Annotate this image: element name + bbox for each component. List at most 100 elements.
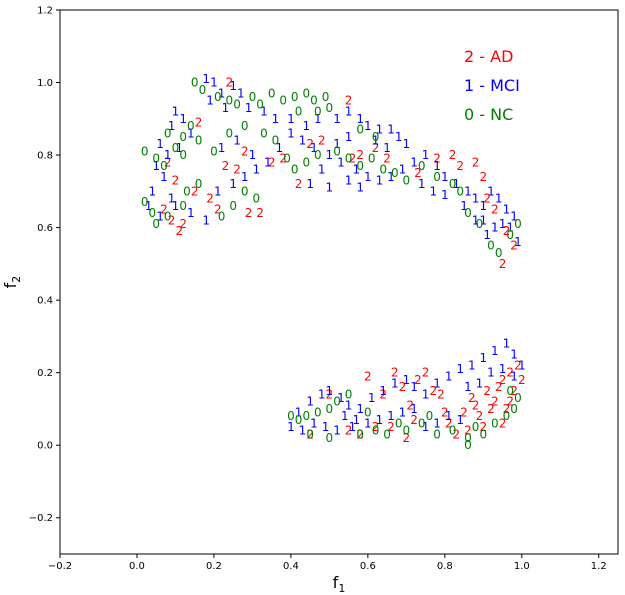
data-point-0: 0 (464, 431, 472, 445)
data-point-2: 2 (445, 416, 453, 430)
data-point-0: 0 (295, 105, 303, 119)
data-point-2: 2 (491, 202, 499, 216)
data-point-0: 0 (503, 409, 511, 423)
x-tick-label: 0.4 (283, 561, 299, 572)
data-point-0: 0 (179, 148, 187, 162)
data-point-2: 2 (191, 184, 199, 198)
data-point-0: 0 (514, 217, 522, 231)
x-tick-label: 0.6 (360, 561, 376, 572)
data-point-2: 2 (268, 155, 276, 169)
data-point-1: 1 (422, 148, 430, 162)
data-point-0: 0 (495, 246, 503, 260)
data-point-0: 0 (199, 83, 207, 97)
data-point-0: 0 (291, 90, 299, 104)
data-point-0: 0 (172, 141, 180, 155)
data-point-2: 2 (256, 206, 264, 220)
data-point-1: 1 (260, 105, 268, 119)
data-point-1: 1 (453, 177, 461, 191)
y-tick-label: 0.2 (37, 368, 53, 379)
plot-frame (59, 9, 619, 555)
data-point-1: 1 (410, 155, 418, 169)
data-point-0: 0 (433, 427, 441, 441)
data-point-0: 0 (403, 173, 411, 187)
data-point-1: 1 (403, 137, 411, 151)
data-point-2: 2 (464, 424, 472, 438)
data-point-0: 0 (183, 184, 191, 198)
data-point-1: 1 (172, 105, 180, 119)
data-point-1: 1 (352, 163, 360, 177)
data-point-1: 1 (149, 184, 157, 198)
data-point-2: 2 (479, 420, 487, 434)
data-point-1: 1 (310, 141, 318, 155)
data-point-2: 2 (226, 76, 234, 90)
data-point-1: 1 (352, 413, 360, 427)
data-point-2: 2 (433, 152, 441, 166)
y-tick-label: 0.6 (37, 223, 53, 234)
data-point-0: 0 (506, 228, 514, 242)
data-point-0: 0 (302, 86, 310, 100)
data-point-1: 1 (387, 409, 395, 423)
data-point-1: 1 (349, 420, 357, 434)
data-point-0: 0 (345, 152, 353, 166)
data-point-0: 0 (418, 159, 426, 173)
x-tick-label: 1.0 (514, 561, 530, 572)
data-point-2: 2 (472, 398, 480, 412)
data-point-0: 0 (195, 134, 203, 148)
data-point-0: 0 (187, 119, 195, 133)
data-point-0: 0 (391, 166, 399, 180)
data-point-1: 1 (295, 406, 303, 420)
data-point-2: 2 (245, 206, 253, 220)
data-point-0: 0 (395, 416, 403, 430)
data-point-2: 2 (422, 366, 430, 380)
data-point-1: 1 (202, 72, 210, 86)
data-point-1: 1 (372, 134, 380, 148)
data-point-2: 2 (233, 163, 241, 177)
data-point-1: 1 (326, 148, 334, 162)
data-point-1: 1 (510, 210, 518, 224)
data-point-2: 2 (399, 380, 407, 394)
data-point-0: 0 (306, 427, 314, 441)
data-point-2: 2 (241, 144, 249, 158)
data-point-2: 2 (429, 384, 437, 398)
data-point-1: 1 (187, 206, 195, 220)
y-tick-label: 0.4 (37, 296, 53, 307)
data-point-0: 0 (476, 217, 484, 231)
data-point-1: 1 (172, 199, 180, 213)
data-point-2: 2 (479, 170, 487, 184)
data-point-1: 1 (418, 177, 426, 191)
data-point-1: 1 (287, 420, 295, 434)
data-point-0: 0 (506, 384, 514, 398)
data-point-2: 2 (295, 177, 303, 191)
data-point-0: 0 (356, 427, 364, 441)
data-point-1: 1 (356, 402, 364, 416)
data-point-1: 1 (356, 181, 364, 195)
data-point-0: 0 (210, 144, 218, 158)
data-point-2: 2 (503, 224, 511, 238)
data-point-0: 0 (326, 101, 334, 115)
data-point-1: 1 (152, 159, 160, 173)
data-point-0: 0 (333, 144, 341, 158)
data-point-0: 0 (479, 427, 487, 441)
data-point-0: 0 (333, 395, 341, 409)
y-tick-label: 1.0 (37, 78, 53, 89)
data-point-2: 2 (491, 395, 499, 409)
data-point-1: 1 (314, 112, 322, 126)
data-point-0: 0 (195, 177, 203, 191)
data-point-1: 1 (506, 221, 514, 235)
data-point-0: 0 (291, 163, 299, 177)
data-point-1: 1 (187, 126, 195, 140)
data-point-1: 1 (518, 358, 526, 372)
data-point-1: 1 (491, 344, 499, 358)
data-point-2: 2 (449, 148, 457, 162)
data-point-2: 2 (456, 159, 464, 173)
data-point-1: 1 (476, 377, 484, 391)
data-point-0: 0 (372, 424, 380, 438)
data-point-0: 0 (149, 206, 157, 220)
data-point-0: 0 (418, 416, 426, 430)
data-point-2: 2 (483, 192, 491, 206)
data-point-2: 2 (503, 402, 511, 416)
data-point-1: 1 (503, 202, 511, 216)
data-point-1: 1 (479, 213, 487, 227)
x-axis-label-main: f (333, 573, 339, 592)
